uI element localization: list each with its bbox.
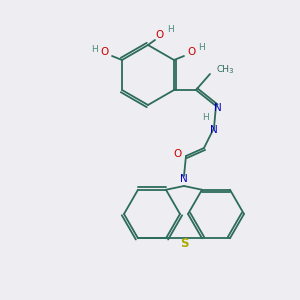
Text: H: H	[202, 113, 209, 122]
Text: N: N	[214, 103, 222, 113]
Text: O: O	[174, 149, 182, 159]
Text: 3: 3	[228, 68, 232, 74]
Text: H: H	[199, 44, 206, 52]
Text: H: H	[91, 44, 98, 53]
Text: S: S	[180, 237, 188, 250]
Text: N: N	[210, 125, 218, 135]
Text: O: O	[188, 47, 196, 57]
Text: H: H	[167, 26, 173, 34]
Text: N: N	[180, 174, 188, 184]
Text: O: O	[156, 30, 164, 40]
Text: O: O	[100, 47, 108, 57]
Text: CH: CH	[217, 65, 230, 74]
